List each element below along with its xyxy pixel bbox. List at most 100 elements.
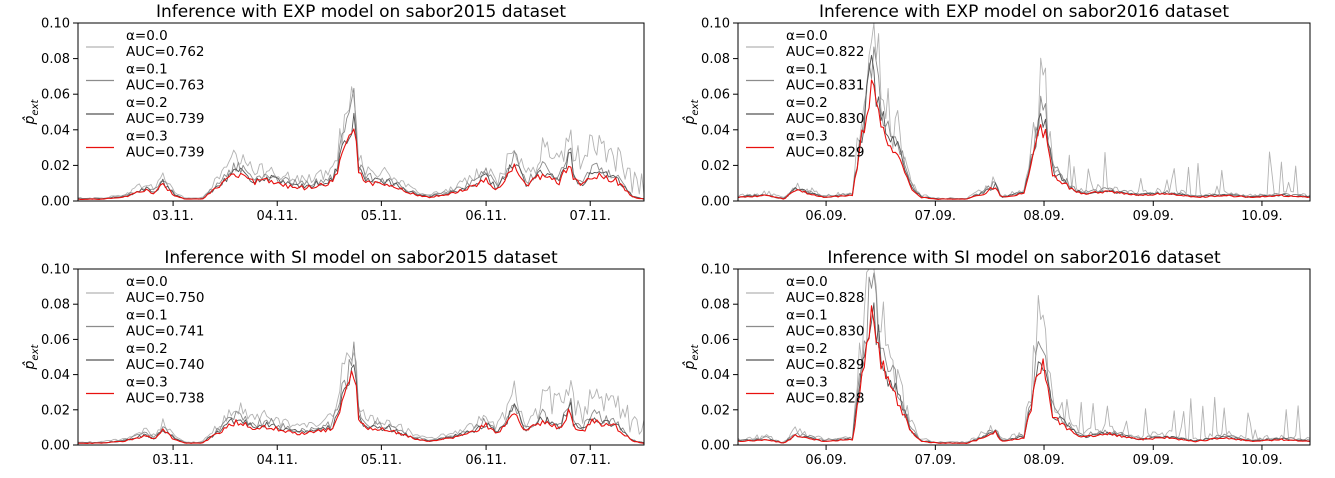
y-tick-label: 0.00 bbox=[701, 195, 730, 210]
series-line-alpha-3 bbox=[738, 305, 1310, 444]
axes-frame bbox=[737, 22, 1311, 202]
y-tick-label: 0.08 bbox=[41, 298, 70, 313]
y-tick-label: 0.08 bbox=[41, 52, 70, 67]
legend-alpha-label: α=0.3 bbox=[126, 375, 168, 391]
y-tick-label: 0.10 bbox=[41, 263, 70, 278]
y-axis-label: p̂ext bbox=[682, 343, 701, 370]
y-tick-label: 0.10 bbox=[41, 17, 70, 32]
x-tick-label: 10.09. bbox=[1241, 209, 1282, 224]
legend-alpha-label: α=0.3 bbox=[786, 129, 828, 145]
y-tick-label: 0.06 bbox=[701, 88, 730, 103]
legend-alpha-label: α=0.1 bbox=[126, 308, 168, 324]
y-tick-label: 0.06 bbox=[41, 88, 70, 103]
legend-alpha-label: α=0.3 bbox=[786, 375, 828, 391]
x-tick-label: 07.09. bbox=[915, 209, 956, 224]
x-tick-label: 09.09. bbox=[1133, 209, 1174, 224]
legend-auc-label: AUC=0.829 bbox=[786, 145, 865, 161]
y-tick-label: 0.00 bbox=[41, 195, 70, 210]
x-tick-label: 07.09. bbox=[915, 453, 956, 468]
x-tick-label: 04.11. bbox=[257, 209, 298, 224]
legend-alpha-label: α=0.0 bbox=[786, 28, 828, 44]
chart-title: Inference with EXP model on sabor2016 da… bbox=[819, 2, 1229, 22]
chart-title: Inference with SI model on sabor2015 dat… bbox=[164, 248, 558, 268]
axes-frame bbox=[737, 268, 1311, 446]
series-line-alpha-3 bbox=[738, 79, 1310, 200]
legend-auc-label: AUC=0.828 bbox=[786, 290, 865, 306]
x-tick-label: 04.11. bbox=[257, 453, 298, 468]
legend-alpha-label: α=0.0 bbox=[126, 274, 168, 290]
legend-alpha-label: α=0.1 bbox=[786, 62, 828, 78]
legend-auc-label: AUC=0.831 bbox=[786, 78, 865, 94]
x-tick-label: 06.11. bbox=[465, 209, 506, 224]
chart-si-sabor2016: Inference with SI model on sabor2016 dat… bbox=[682, 248, 1311, 468]
legend-alpha-label: α=0.2 bbox=[126, 95, 168, 111]
legend-alpha-label: α=0.3 bbox=[126, 129, 168, 145]
chart-title: Inference with EXP model on sabor2015 da… bbox=[156, 2, 566, 22]
y-tick-label: 0.10 bbox=[701, 17, 730, 32]
y-tick-label: 0.08 bbox=[701, 298, 730, 313]
x-tick-label: 07.11. bbox=[570, 209, 611, 224]
x-tick-label: 05.11. bbox=[361, 453, 402, 468]
y-axis-label: p̂ext bbox=[682, 98, 701, 125]
legend-auc-label: AUC=0.830 bbox=[786, 111, 865, 127]
legend-auc-label: AUC=0.741 bbox=[126, 324, 205, 340]
legend-auc-label: AUC=0.739 bbox=[126, 111, 205, 127]
x-tick-label: 08.09. bbox=[1023, 209, 1064, 224]
legend-alpha-label: α=0.1 bbox=[126, 62, 168, 78]
y-tick-label: 0.02 bbox=[701, 403, 730, 418]
y-tick-label: 0.04 bbox=[701, 368, 730, 383]
legend-auc-label: AUC=0.739 bbox=[126, 145, 205, 161]
chart-exp-sabor2016: Inference with EXP model on sabor2016 da… bbox=[682, 2, 1311, 224]
y-tick-label: 0.04 bbox=[41, 368, 70, 383]
x-tick-label: 03.11. bbox=[152, 209, 193, 224]
legend-auc-label: AUC=0.828 bbox=[786, 391, 865, 407]
series-line-alpha-1 bbox=[78, 87, 644, 200]
legend-auc-label: AUC=0.830 bbox=[786, 324, 865, 340]
axes-frame bbox=[77, 268, 645, 446]
legend-alpha-label: α=0.2 bbox=[786, 341, 828, 357]
legend-auc-label: AUC=0.740 bbox=[126, 357, 205, 373]
series-line-alpha-3 bbox=[78, 128, 644, 200]
legend-alpha-label: α=0.2 bbox=[786, 95, 828, 111]
y-tick-label: 0.08 bbox=[701, 52, 730, 67]
legend-auc-label: AUC=0.738 bbox=[126, 391, 205, 407]
series-line-alpha-0 bbox=[78, 86, 644, 200]
x-tick-label: 06.09. bbox=[805, 209, 846, 224]
legend-alpha-label: α=0.2 bbox=[126, 341, 168, 357]
chart-exp-sabor2015: Inference with EXP model on sabor2015 da… bbox=[22, 2, 645, 224]
legend-alpha-label: α=0.0 bbox=[786, 274, 828, 290]
y-tick-label: 0.02 bbox=[41, 403, 70, 418]
x-tick-label: 06.09. bbox=[805, 453, 846, 468]
legend-alpha-label: α=0.0 bbox=[126, 28, 168, 44]
y-tick-label: 0.06 bbox=[701, 333, 730, 348]
y-tick-label: 0.00 bbox=[701, 439, 730, 454]
x-tick-label: 06.11. bbox=[465, 453, 506, 468]
y-tick-label: 0.06 bbox=[41, 333, 70, 348]
y-axis-label: p̂ext bbox=[22, 343, 41, 370]
series-line-alpha-0 bbox=[78, 352, 644, 444]
chart-title: Inference with SI model on sabor2016 dat… bbox=[827, 248, 1221, 268]
legend-auc-label: AUC=0.822 bbox=[786, 44, 865, 60]
y-tick-label: 0.02 bbox=[701, 159, 730, 174]
series-line-alpha-2 bbox=[78, 112, 644, 200]
x-tick-label: 03.11. bbox=[152, 453, 193, 468]
y-tick-label: 0.02 bbox=[41, 159, 70, 174]
y-axis-label: p̂ext bbox=[22, 98, 41, 125]
legend-auc-label: AUC=0.750 bbox=[126, 290, 205, 306]
y-tick-label: 0.00 bbox=[41, 439, 70, 454]
legend-auc-label: AUC=0.829 bbox=[786, 357, 865, 373]
legend-alpha-label: α=0.1 bbox=[786, 308, 828, 324]
series-line-alpha-3 bbox=[78, 370, 644, 444]
x-tick-label: 10.09. bbox=[1241, 453, 1282, 468]
legend-auc-label: AUC=0.762 bbox=[126, 44, 205, 60]
legend-auc-label: AUC=0.763 bbox=[126, 78, 205, 94]
y-tick-label: 0.10 bbox=[701, 263, 730, 278]
y-tick-label: 0.04 bbox=[701, 123, 730, 138]
chart-si-sabor2015: Inference with SI model on sabor2015 dat… bbox=[22, 248, 645, 468]
x-tick-label: 07.11. bbox=[570, 453, 611, 468]
x-tick-label: 05.11. bbox=[361, 209, 402, 224]
x-tick-label: 08.09. bbox=[1023, 453, 1064, 468]
y-tick-label: 0.04 bbox=[41, 123, 70, 138]
axes-frame bbox=[77, 22, 645, 202]
